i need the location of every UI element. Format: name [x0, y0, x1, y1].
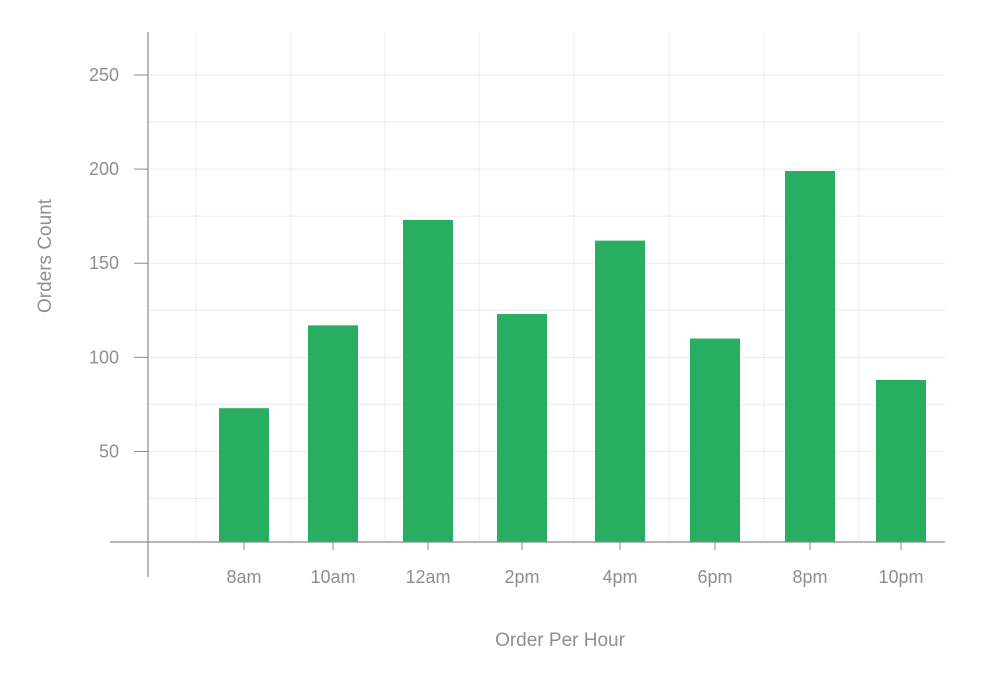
x-tick-label: 2pm — [504, 567, 539, 587]
y-tick-label: 150 — [89, 253, 119, 273]
bar-4pm — [595, 240, 645, 542]
x-tick-label: 12am — [405, 567, 450, 587]
x-tick-label: 10am — [310, 567, 355, 587]
bar-10pm — [876, 379, 926, 542]
bar-6pm — [690, 338, 740, 542]
bars-layer — [219, 170, 926, 543]
bar-2pm — [497, 314, 547, 542]
x-tick-label: 6pm — [697, 567, 732, 587]
grid-layer — [148, 32, 945, 542]
x-tick-label: 8am — [226, 567, 261, 587]
labels-layer: 8am 10am 12am 2pm 4pm 6pm 8pm 10pm 50 100 150 200 25… — [89, 65, 924, 587]
x-tick-label: 8pm — [792, 567, 827, 587]
y-tick-label: 100 — [89, 347, 119, 367]
x-tick-label: 4pm — [602, 567, 637, 587]
bar-12am — [403, 219, 453, 543]
y-axis-title: Orders Count — [35, 198, 56, 313]
bar-8am — [219, 408, 269, 542]
x-axis-title: Order Per Hour — [495, 630, 626, 651]
bar-10am — [308, 325, 358, 542]
axes-layer — [110, 32, 945, 577]
y-tick-label: 50 — [99, 441, 119, 461]
x-tick-label: 10pm — [878, 567, 923, 587]
y-tick-label: 250 — [89, 65, 119, 85]
bar-8pm — [785, 170, 835, 543]
y-tick-label: 200 — [89, 159, 119, 179]
